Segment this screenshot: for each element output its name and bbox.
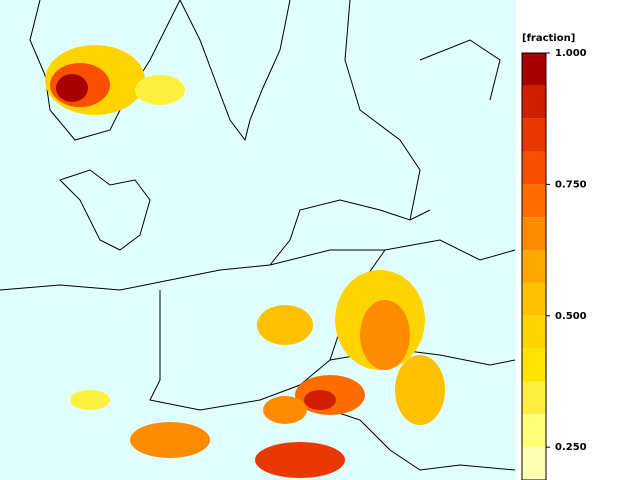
field-patch (360, 300, 410, 370)
colorbar-band (522, 217, 546, 251)
colorbar-band (522, 250, 546, 283)
colorbar-band (522, 282, 546, 316)
field-patch (395, 355, 445, 425)
coastline (179, 0, 291, 142)
colorbar-tick-label: 0.750 (555, 179, 587, 190)
colorbar-band (522, 381, 546, 415)
colorbar-tick-label: 0.500 (555, 311, 587, 322)
border (269, 239, 516, 266)
colorbar-band (522, 184, 546, 218)
field-patch (70, 390, 110, 410)
colorbar-band (522, 151, 546, 185)
field-patch (257, 305, 313, 345)
field-patch (135, 75, 185, 105)
colorbar-frame (521, 52, 547, 480)
coastline (29, 0, 181, 141)
colorbar-tick-label: 0.250 (555, 442, 587, 453)
coastline (59, 169, 151, 251)
border (344, 0, 421, 221)
field (45, 45, 445, 478)
colorbar-band (522, 85, 546, 119)
field-patch (304, 390, 336, 410)
colorbar-band (522, 315, 546, 349)
colorbar-band (522, 118, 546, 152)
colorbar-tick-label: 1.000 (555, 48, 587, 59)
colorbar-title: [fraction] (522, 33, 575, 44)
colorbar-band (522, 414, 546, 448)
colorbar-band (522, 447, 546, 480)
field-patch (56, 74, 88, 102)
coastline (419, 39, 501, 101)
colorbar-band (522, 348, 546, 382)
colorbar-band (522, 53, 546, 86)
coastline (0, 199, 431, 291)
field-patch (130, 422, 210, 458)
colorbar: 1.000 0.750 0.500 0.250 (521, 48, 587, 480)
field-patch (255, 442, 345, 478)
field-patch (263, 396, 307, 424)
